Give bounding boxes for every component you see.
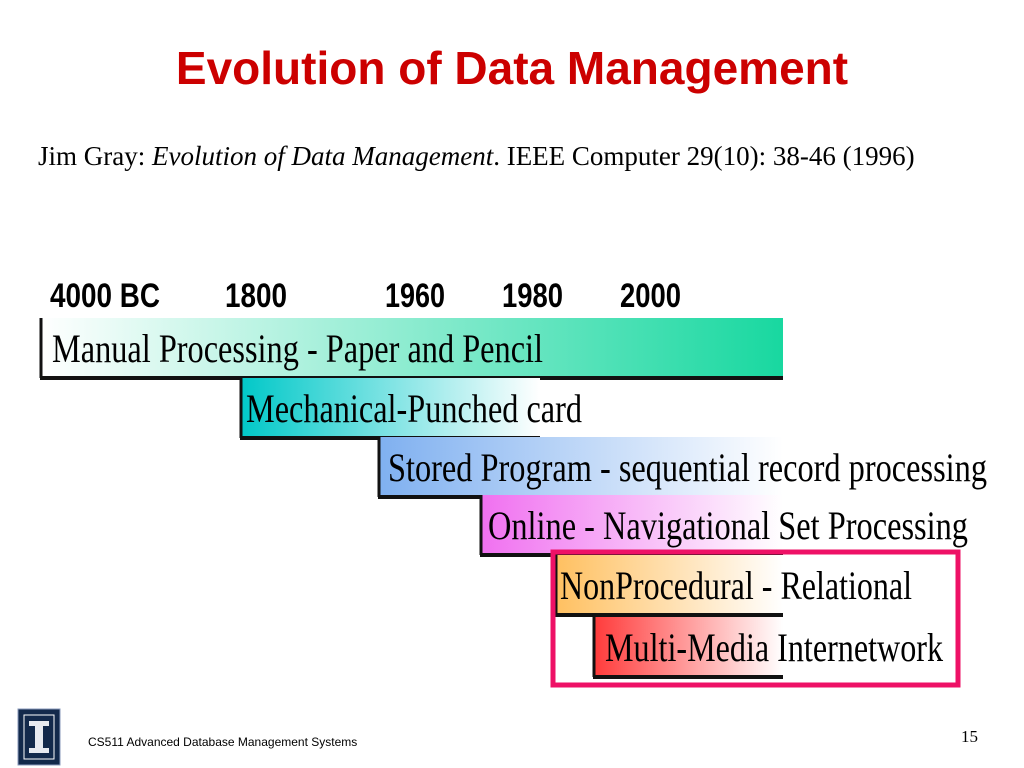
timeline: 4000 BC 1800 1960 1980 2000 Manual Processing… (39, 277, 987, 679)
slide-title: Evolution of Data Management (176, 42, 848, 94)
timeline-year: 1960 (385, 277, 445, 315)
citation-author: Jim Gray: (38, 141, 146, 171)
timeline-year: 2000 (620, 277, 681, 315)
highlight-box (550, 549, 961, 688)
footer-course: CS511 Advanced Database Management Syste… (88, 735, 357, 749)
citation-source: . IEEE Computer 29(10): 38-46 (1996) (493, 141, 915, 171)
era-label: Multi-Media Internetwork (605, 625, 943, 670)
timeline-year: 4000 BC (50, 277, 160, 315)
era-label: Online - Navigational Set Processing (488, 503, 968, 548)
era-bar (593, 617, 783, 677)
era-label: Stored Program - sequential record proce… (388, 445, 987, 490)
era-bar (480, 495, 783, 555)
timeline-year: 1980 (502, 277, 563, 315)
era-label: Mechanical-Punched card (246, 386, 582, 431)
citation: Jim Gray: Evolution of Data Management. … (38, 138, 1024, 174)
university-logo (17, 708, 61, 766)
era-label: Manual Processing - Paper and Pencil (52, 326, 543, 371)
citation-work: Evolution of Data Management (152, 141, 494, 171)
era-bar (240, 378, 540, 438)
era-bar (555, 555, 783, 615)
era-bar (378, 437, 783, 497)
era-bar (40, 318, 783, 378)
era-label: NonProcedural - Relational (560, 563, 912, 608)
page-number: 15 (961, 727, 978, 746)
timeline-year: 1800 (225, 277, 287, 315)
